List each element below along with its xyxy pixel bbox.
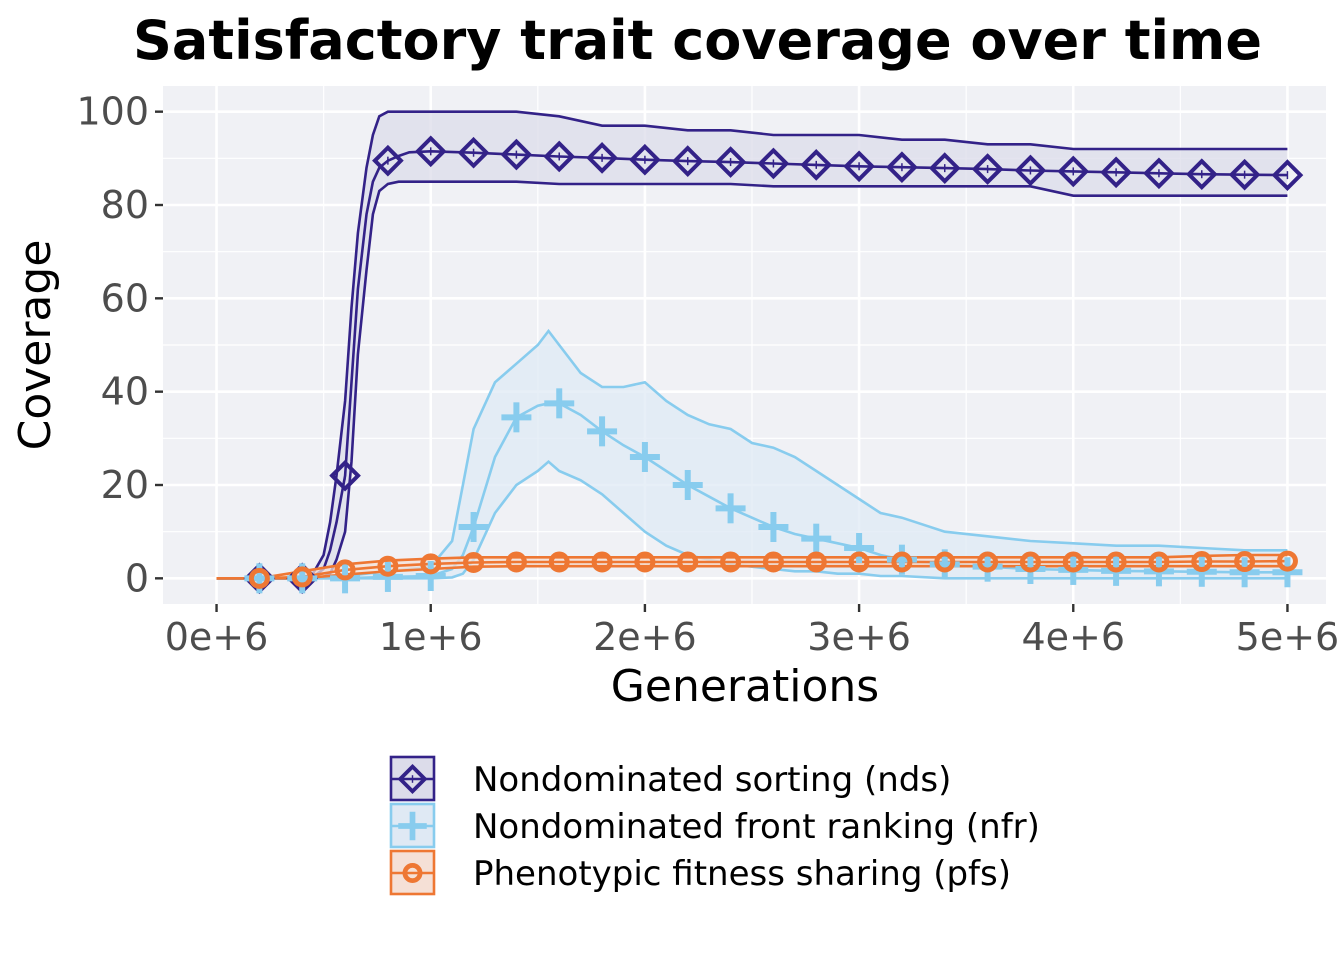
data-point [1228, 158, 1261, 191]
data-point [848, 551, 870, 573]
data-point [548, 551, 570, 573]
legend: Nondominated sorting (nds) Nondominated f… [389, 755, 1040, 896]
data-point [757, 147, 790, 180]
data-point [591, 551, 613, 573]
data-point [800, 149, 833, 181]
data-point [1057, 155, 1090, 188]
x-tick-label: 4e+6 [1021, 615, 1125, 659]
data-point [329, 459, 361, 492]
legend-label: Nondominated sorting (nds) [473, 760, 951, 800]
data-point [977, 551, 999, 573]
legend-marker [402, 863, 423, 883]
confidence-band [216, 331, 1288, 579]
y-axis-title: Coverage [10, 240, 61, 451]
data-point [762, 551, 784, 573]
data-point [377, 555, 399, 577]
mean-line [216, 149, 1288, 580]
major-grid [163, 86, 1326, 604]
y-tick-label: 60 [101, 276, 149, 320]
data-point [457, 136, 490, 169]
data-point [629, 143, 661, 176]
data-point [1148, 551, 1170, 573]
data-point [843, 150, 875, 183]
data-point [1014, 154, 1047, 187]
y-tick-label: 20 [101, 463, 149, 507]
data-point [248, 567, 270, 589]
legend-marker [397, 763, 428, 795]
data-point [934, 551, 956, 573]
legend-item: Nondominated sorting (nds) [389, 755, 951, 802]
upper-bound-line [216, 328, 1288, 580]
data-point [414, 135, 447, 168]
data-point [505, 551, 527, 573]
y-tick-label: 100 [76, 90, 149, 134]
data-point [671, 145, 704, 177]
x-tick-label: 0e+6 [165, 615, 269, 659]
data-point [1191, 551, 1213, 573]
data-point [291, 566, 313, 588]
x-tick-labels: 0e+6 1e+6 2e+6 3e+6 4e+6 5e+6 [165, 615, 1339, 659]
axis-ticks [155, 110, 1289, 612]
legend-label: Phenotypic fitness sharing (pfs) [473, 854, 1011, 894]
y-tick-labels: 0 20 40 60 80 100 [76, 90, 149, 601]
data-point [634, 551, 656, 573]
data-point [463, 551, 485, 573]
data-point [500, 138, 533, 171]
series-layer [216, 110, 1304, 595]
data-point [891, 551, 913, 573]
x-tick-label: 1e+6 [379, 615, 483, 659]
x-axis-title: Generations [611, 661, 879, 712]
data-point [1185, 158, 1218, 191]
data-point [372, 144, 404, 177]
data-point [1100, 156, 1132, 189]
data-point [1276, 550, 1298, 572]
legend-item: Nondominated front ranking (nfr) [389, 802, 1040, 849]
data-point [420, 553, 442, 575]
x-tick-label: 5e+6 [1236, 615, 1340, 659]
data-point [1234, 551, 1256, 573]
data-point [1105, 551, 1127, 573]
data-point [714, 146, 747, 178]
data-point [1271, 159, 1304, 191]
x-tick-label: 3e+6 [807, 615, 911, 659]
data-point [334, 559, 356, 581]
data-point [928, 152, 961, 184]
data-point [677, 551, 699, 573]
legend-item: Phenotypic fitness sharing (pfs) [389, 849, 1011, 896]
data-point [543, 140, 576, 173]
series-diamond [216, 110, 1288, 580]
confidence-band [216, 111, 1288, 579]
chart-title: Satisfactory trait coverage over time [133, 9, 1262, 72]
data-point [971, 153, 1004, 185]
y-tick-label: 40 [101, 370, 149, 414]
data-point [886, 151, 918, 184]
data-point [1143, 157, 1175, 190]
data-point [1019, 551, 1041, 573]
y-tick-label: 0 [125, 556, 149, 600]
x-tick-label: 2e+6 [593, 615, 697, 659]
legend-label: Nondominated front ranking (nfr) [473, 807, 1040, 847]
lower-bound-line [216, 180, 1288, 580]
data-point [586, 142, 618, 174]
y-tick-label: 80 [101, 183, 149, 227]
data-point [720, 551, 742, 573]
markers-circle [248, 550, 1298, 589]
data-point [1062, 551, 1084, 573]
data-point [805, 551, 827, 573]
upper-bound-line [216, 110, 1288, 580]
